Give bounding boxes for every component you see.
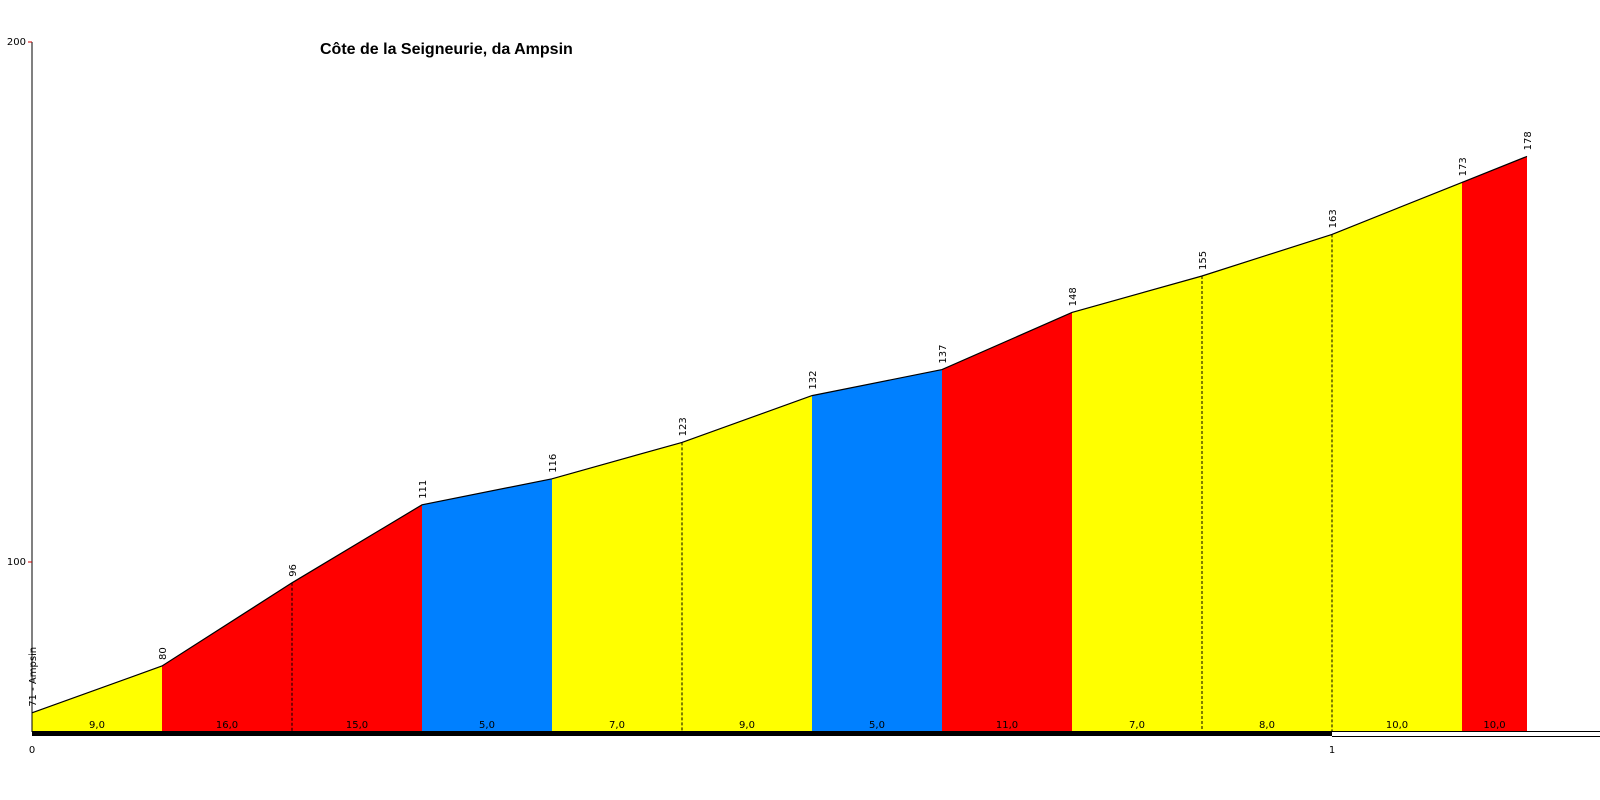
segment-gradient-label: 5,0 xyxy=(869,720,885,731)
x-tick-label: 1 xyxy=(1329,745,1335,756)
y-tick-label: 200 xyxy=(7,37,26,48)
chart-title: Côte de la Seigneurie, da Ampsin xyxy=(320,41,573,58)
segment-gradient-label: 11,0 xyxy=(996,720,1018,731)
elevation-label: 178 xyxy=(1523,131,1534,150)
segment-gradient-label: 10,0 xyxy=(1386,720,1408,731)
profile-segment xyxy=(162,582,292,731)
elevation-label: 137 xyxy=(938,345,949,364)
data-labels: 9,0 16,0 15,0 5,0 7,0 9,0 5,0 11,0 7,0 8,0 10,0 10,… xyxy=(28,131,1534,731)
segment-gradient-label: 9,0 xyxy=(739,720,755,731)
segment-gradient-label: 9,0 xyxy=(89,720,105,731)
y-tick-label: 100 xyxy=(7,557,26,568)
profile-segment xyxy=(1072,276,1202,731)
elevation-label: 163 xyxy=(1328,209,1339,228)
start-label: 71 - Ampsin xyxy=(28,647,39,707)
profile-line xyxy=(31,155,1528,714)
segment-gradient-label: 5,0 xyxy=(479,720,495,731)
segment-dividers xyxy=(291,234,1333,731)
profile-segment xyxy=(942,312,1072,731)
segment-gradient-label: 16,0 xyxy=(216,720,238,731)
segment-gradient-label: 7,0 xyxy=(1129,720,1145,731)
elevation-label: 132 xyxy=(808,371,819,390)
profile-segment xyxy=(292,504,422,731)
profile-segment xyxy=(1462,156,1527,731)
profile-segment xyxy=(552,442,682,731)
segment-gradient-label: 8,0 xyxy=(1259,720,1275,731)
axes: 100 200 0 1 xyxy=(7,37,1600,756)
elevation-label: 155 xyxy=(1198,251,1209,270)
elevation-label: 111 xyxy=(418,480,429,499)
profile-segment xyxy=(1202,234,1332,731)
elevation-label: 80 xyxy=(158,647,169,660)
elevation-label: 116 xyxy=(548,454,559,473)
profile-segments xyxy=(32,156,1527,731)
profile-segment xyxy=(812,369,942,731)
elevation-label: 173 xyxy=(1458,157,1469,176)
elevation-label: 96 xyxy=(288,564,299,577)
segment-gradient-label: 10,0 xyxy=(1483,720,1505,731)
profile-segment xyxy=(422,478,552,731)
segment-gradient-label: 15,0 xyxy=(346,720,368,731)
elevation-label: 123 xyxy=(678,417,689,436)
profile-segment xyxy=(32,666,162,731)
x-tick-label: 0 xyxy=(29,745,35,756)
elevation-label: 148 xyxy=(1068,287,1079,306)
profile-segment xyxy=(682,395,812,731)
profile-outline xyxy=(31,155,1528,714)
segment-gradient-label: 7,0 xyxy=(609,720,625,731)
profile-segment xyxy=(1332,182,1462,731)
x-axis-bar xyxy=(32,731,1332,736)
